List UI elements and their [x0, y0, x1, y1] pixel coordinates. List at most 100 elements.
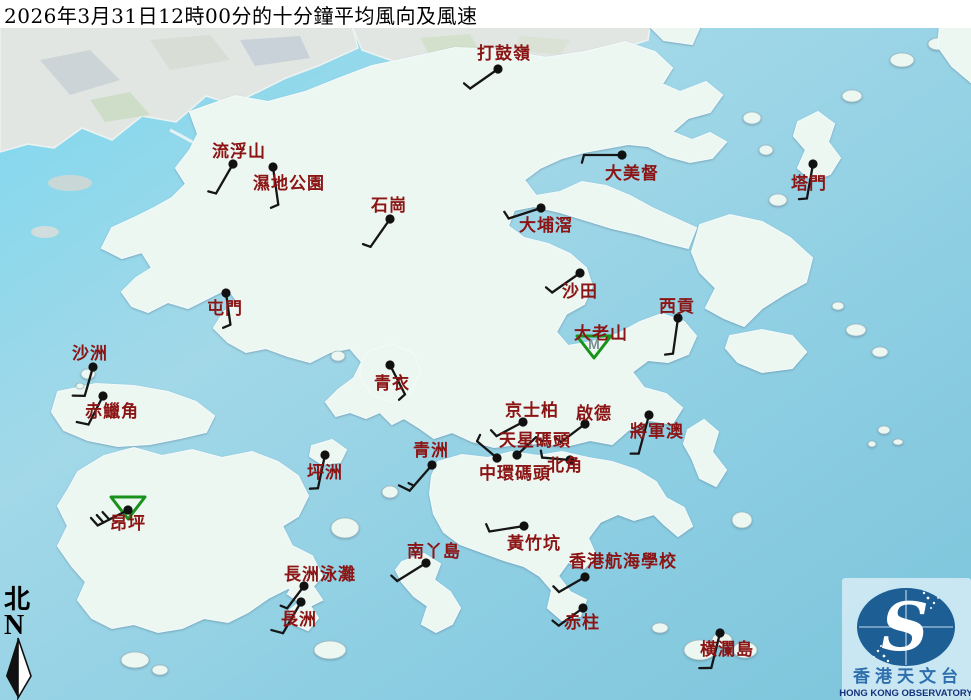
logo-halftone: [873, 591, 939, 663]
station-lamma-island: 南丫島: [390, 541, 461, 583]
station-label: 沙田: [562, 282, 598, 302]
sai-kung-peninsula: [690, 213, 814, 328]
map-title: 2026年3月31日12時00分的十分鐘平均風向及風速: [4, 3, 478, 28]
wind-barb-staff: [281, 600, 303, 635]
station-star-ferry: 天星碼頭: [499, 431, 571, 460]
station-ngong-ping: 昂坪: [89, 495, 147, 534]
station-dot: [88, 362, 98, 372]
station-label: 青衣: [374, 373, 410, 394]
station-ta-kwu-ling: 打鼓嶺: [462, 43, 530, 90]
logo-english-name: HONG KONG OBSERVATORY: [839, 688, 971, 699]
wind-barb-staff: [540, 456, 572, 462]
station-label: 北角: [547, 455, 583, 476]
high-island: [724, 328, 808, 374]
wind-barb-tick: [101, 510, 111, 521]
station-sha-tin: 沙田: [544, 268, 598, 302]
station-label: 大埔滘: [519, 215, 573, 236]
wind-barb-staff: [369, 217, 392, 249]
station-sai-kung: 西貢: [659, 297, 695, 356]
station-dot: [644, 410, 654, 420]
station-dot: [228, 159, 238, 169]
station-dot: [715, 628, 725, 638]
station-dot: [536, 203, 546, 213]
wind-barb-staff: [671, 316, 680, 355]
wind-barb-tick: [279, 604, 289, 610]
station-label: 啟德: [576, 403, 612, 424]
wind-barb-tick: [269, 203, 280, 209]
station-label: 香港航海學校: [569, 551, 677, 572]
station-label: 沙洲: [72, 344, 108, 364]
station-central-pier: 中環碼頭: [475, 433, 550, 484]
station-dot: [512, 450, 522, 460]
lantau-island: [56, 446, 324, 634]
wind-barb-tick: [553, 435, 563, 444]
station-dot: [299, 581, 309, 591]
station-tap-mun: 塔門: [791, 159, 827, 201]
airport-island: [50, 382, 216, 448]
station-label: 長洲泳灘: [284, 564, 356, 585]
wind-barb-staff: [224, 291, 232, 326]
wind-barb-staff: [488, 524, 526, 533]
station-label: 西貢: [659, 297, 695, 317]
station-label: 屯門: [207, 298, 243, 319]
station-label: 流浮山: [212, 141, 266, 162]
station-dot: [268, 162, 278, 172]
station-dot: [519, 521, 529, 531]
station-north-point: 北角: [539, 449, 583, 476]
lamma-island-shape: [394, 552, 462, 634]
station-dot: [123, 505, 133, 515]
tap-mun-island: [792, 110, 842, 182]
station-dot: [296, 597, 306, 607]
wind-barb-staff: [396, 561, 428, 583]
station-label: 長洲: [281, 610, 317, 630]
north-arrow-right: [17, 637, 32, 700]
wind-barb-tick: [462, 82, 472, 90]
wind-barb-tick: [95, 513, 105, 524]
station-dot: [385, 360, 395, 370]
wind-barb-tick: [539, 449, 544, 459]
wind-barb-tick: [580, 153, 586, 164]
wind-barb-staff: [495, 420, 525, 438]
wind-barb-staff: [87, 394, 105, 426]
station-cheung-chau: 長洲: [270, 597, 317, 635]
station-dot: [320, 450, 330, 460]
wind-barb-staff: [271, 165, 280, 206]
station-label: 坪洲: [307, 463, 343, 483]
north-compass: 北 N: [4, 585, 32, 700]
station-chek-lap-kok: 赤鱲角: [75, 391, 138, 426]
station-label: 天星碼頭: [499, 431, 571, 451]
hong-kong-island: [428, 450, 694, 622]
wind-barb-tick: [503, 210, 510, 220]
wind-barb-tick: [663, 352, 675, 356]
wind-barb-tick: [221, 323, 232, 329]
wind-barb-tick: [544, 286, 554, 294]
logo-swirl: S: [881, 588, 929, 666]
station-dot: [518, 417, 528, 427]
station-label: 塔門: [791, 173, 827, 194]
wind-barb-staff: [559, 422, 587, 444]
station-dot: [493, 64, 503, 74]
wind-barb-tick: [797, 197, 809, 201]
station-dot: [808, 159, 818, 169]
station-label: 南丫島: [407, 541, 461, 562]
wind-barb-tick: [390, 574, 399, 583]
station-hk-sea-school: 香港航海學校: [552, 551, 677, 594]
wind-barb-staff: [316, 453, 327, 490]
station-dot: [580, 419, 590, 429]
station-label: 黃竹坑: [506, 533, 561, 554]
wind-barb-tick: [407, 481, 416, 487]
station-label: 石崗: [370, 196, 407, 216]
station-stanley: 赤柱: [551, 603, 599, 633]
station-label: 濕地公園: [253, 173, 325, 194]
hong-kong-land: [50, 25, 971, 676]
station-dot: [492, 453, 502, 463]
clear-water-bay: [682, 418, 728, 488]
wind-barb-tick: [485, 523, 491, 533]
maintenance-triangle-icon: [109, 495, 147, 521]
station-label: 橫瀾島: [700, 639, 754, 660]
station-dot: [565, 455, 575, 465]
hko-logo: S 香港天文台 HONG KONG OBSERVATORY: [839, 578, 971, 700]
